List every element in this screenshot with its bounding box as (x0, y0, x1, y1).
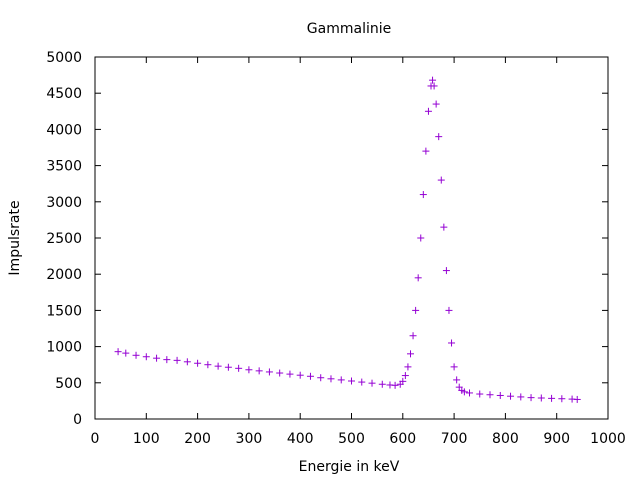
data-point (527, 394, 535, 402)
data-point (573, 395, 581, 403)
data-point (453, 376, 461, 384)
data-point (417, 234, 425, 242)
y-tick-label: 5000 (46, 50, 82, 66)
data-point (132, 351, 140, 359)
data-point (517, 393, 525, 401)
data-point (142, 353, 150, 361)
data-point (440, 223, 448, 231)
y-axis-ticks: 0 500 1000 1500 2000 2500 3000 3500 4000 4500 5000 (46, 50, 608, 428)
data-point (114, 348, 122, 356)
data-point (265, 368, 273, 376)
data-point (245, 366, 253, 374)
data-point (399, 377, 407, 385)
data-point (424, 107, 432, 115)
x-tick-label: 200 (184, 431, 211, 447)
data-point (437, 176, 445, 184)
x-tick-label: 600 (389, 431, 416, 447)
data-point (448, 339, 456, 347)
y-tick-label: 2500 (46, 231, 82, 247)
data-point (404, 363, 412, 371)
data-point (460, 388, 468, 396)
data-series (114, 76, 581, 403)
data-point (412, 306, 420, 314)
data-point (465, 389, 473, 397)
data-point (430, 82, 438, 90)
x-tick-label: 900 (543, 431, 570, 447)
data-point (306, 372, 314, 380)
data-point (358, 378, 366, 386)
data-point (445, 306, 453, 314)
data-point (419, 191, 427, 199)
data-point (432, 100, 440, 108)
y-axis-label: Impulsrate (7, 200, 23, 275)
data-point (122, 349, 130, 357)
x-tick-label: 400 (287, 431, 314, 447)
x-tick-label: 700 (441, 431, 468, 447)
x-tick-label: 100 (133, 431, 160, 447)
data-point (548, 394, 556, 402)
y-tick-label: 4500 (46, 86, 82, 102)
data-point (414, 274, 422, 282)
data-point (391, 381, 399, 389)
data-point (368, 379, 376, 387)
data-point (409, 332, 417, 340)
data-point (401, 372, 409, 380)
y-tick-label: 1500 (46, 303, 82, 319)
x-tick-label: 0 (91, 431, 100, 447)
data-point (337, 376, 345, 384)
y-tick-label: 1000 (46, 340, 82, 356)
data-point (422, 147, 430, 155)
x-tick-label: 500 (338, 431, 365, 447)
data-point (435, 133, 443, 141)
y-tick-label: 0 (73, 412, 82, 428)
data-point (378, 380, 386, 388)
x-tick-label: 1000 (590, 431, 626, 447)
data-point (183, 358, 191, 366)
data-point (194, 359, 202, 367)
x-tick-label: 300 (236, 431, 263, 447)
chart-title: Gammalinie (307, 21, 391, 37)
data-point (173, 356, 181, 364)
y-tick-label: 4000 (46, 122, 82, 138)
data-point (286, 370, 294, 378)
y-tick-label: 500 (55, 376, 82, 392)
data-point (163, 356, 171, 364)
data-point (486, 391, 494, 399)
data-point (235, 364, 243, 372)
data-point (442, 267, 450, 275)
data-point (153, 354, 161, 362)
plot-frame (94, 56, 609, 420)
data-point (255, 367, 263, 375)
x-tick-label: 800 (492, 431, 519, 447)
x-axis-ticks: 0 100 200 300 400 500 600 700 800 900 1000 (91, 57, 626, 447)
data-point (317, 374, 325, 382)
data-point (276, 369, 284, 377)
data-point (327, 375, 335, 383)
data-point (406, 350, 414, 358)
data-point (450, 363, 458, 371)
data-point (204, 361, 212, 369)
x-axis-label: Energie in keV (299, 459, 400, 475)
data-point (558, 395, 566, 403)
data-point (429, 76, 437, 84)
data-point (224, 363, 232, 371)
y-tick-label: 2000 (46, 267, 82, 283)
data-point (507, 392, 515, 400)
data-point (496, 391, 504, 399)
data-point (537, 394, 545, 402)
data-point (296, 371, 304, 379)
y-tick-label: 3000 (46, 195, 82, 211)
data-point (348, 377, 355, 385)
y-tick-label: 3500 (46, 159, 82, 175)
data-point (214, 362, 222, 370)
data-point (476, 390, 484, 398)
